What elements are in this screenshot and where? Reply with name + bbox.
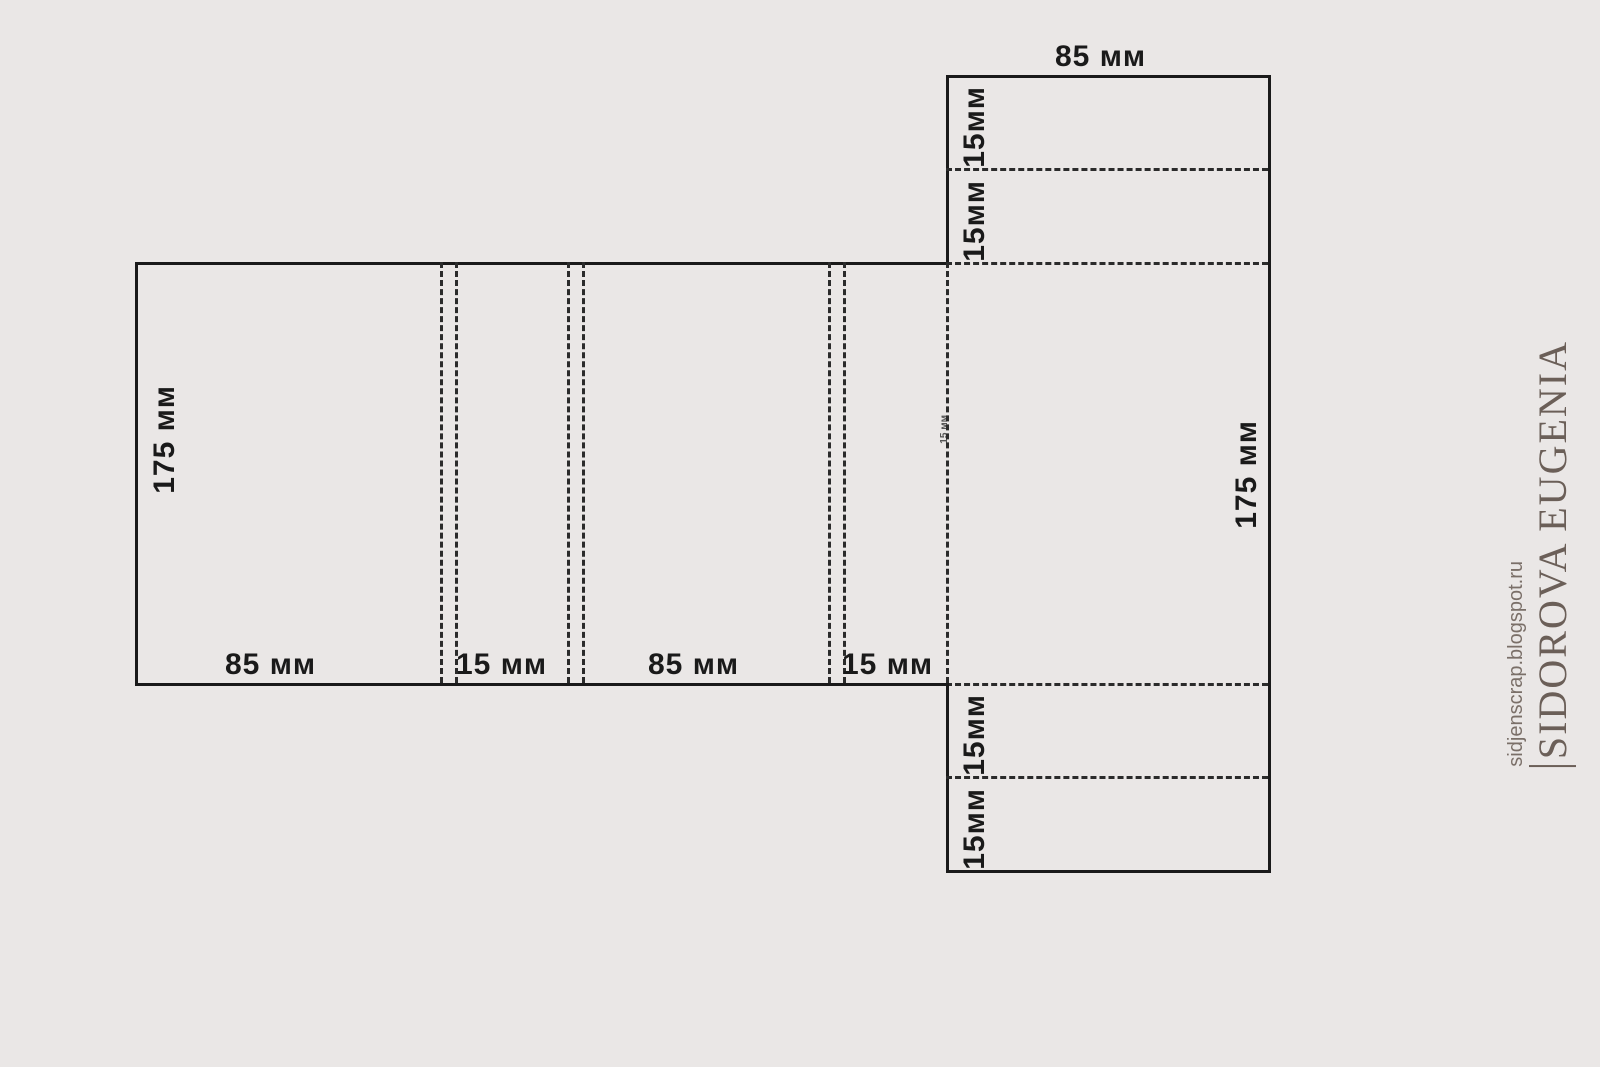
watermark-name: SIDOROVA EUGENIA [1529, 340, 1576, 767]
hpiece-left [135, 262, 138, 686]
hpiece-seg-label-3: 15 мм [842, 648, 933, 682]
hpiece-fold-1a [440, 262, 443, 683]
vpiece-top [946, 75, 1268, 78]
vpiece-right [1268, 75, 1271, 873]
vpiece-bottom [946, 870, 1268, 873]
vpiece-fold-top-1 [946, 168, 1268, 171]
vpiece-fold-bot-1 [946, 683, 1268, 686]
hpiece-fold-2a [567, 262, 570, 683]
hpiece-fold-2b [582, 262, 585, 683]
hpiece-bottom [135, 683, 949, 686]
hpiece-fold-3b [843, 262, 846, 683]
hpiece-height-label: 175 мм [148, 385, 182, 494]
vpiece-fold-bot-2 [946, 776, 1268, 779]
hpiece-seg-label-1: 15 мм [456, 648, 547, 682]
hpiece-fold-1b [455, 262, 458, 683]
hpiece-seg-label-0: 85 мм [225, 648, 316, 682]
canvas: 15 мм 85 мм 175 мм 15мм 15мм 15мм 15мм 1… [0, 0, 1600, 1067]
join-fold [946, 262, 949, 683]
vpiece-top-flap-label-2: 15мм [958, 180, 992, 262]
vpiece-bot-flap-label-1: 15мм [958, 694, 992, 776]
vpiece-bot-flap-label-2: 15мм [958, 788, 992, 870]
vpiece-width-label: 85 мм [1055, 40, 1146, 74]
watermark-url: sidjenscrap.blogspot.ru [1505, 561, 1528, 767]
hpiece-fold-3a [828, 262, 831, 683]
vpiece-fold-top-2 [946, 262, 1268, 265]
vpiece-height-label: 175 мм [1230, 420, 1264, 529]
hpiece-seg-label-2: 85 мм [648, 648, 739, 682]
hpiece-top [135, 262, 949, 265]
vpiece-top-flap-label-1: 15мм [958, 86, 992, 168]
